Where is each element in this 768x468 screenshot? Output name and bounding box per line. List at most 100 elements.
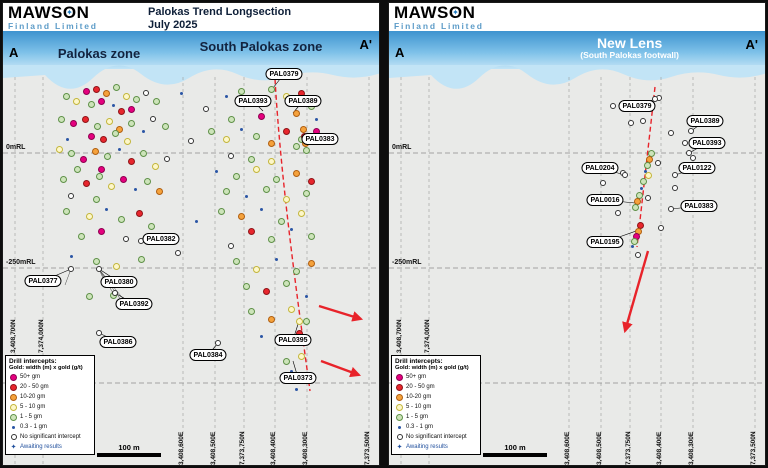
legend-item: No significant intercept: [9, 432, 91, 442]
legend-swatch: [10, 373, 17, 381]
intercept-dot-gold-50plus-gm: [97, 97, 105, 105]
drill-hole-label: PAL0393: [688, 137, 726, 149]
scale-bar-label: 100 m: [118, 443, 140, 452]
legend-swatch: [396, 434, 403, 440]
figure-title-line1: Palokas Trend Longsection: [148, 6, 292, 18]
intercept-dot-gold-0.3-1-gm: [65, 137, 69, 141]
intercept-dot-gold-20-50-gm: [99, 135, 107, 143]
intercept-dot-gold-1-5-gm: [232, 172, 240, 180]
compass-star-icon: ✦: [66, 8, 74, 18]
intercept-dot-gold-1-5-gm: [282, 357, 290, 365]
legend-swatch: [396, 413, 403, 421]
intercept-dot-gold-1-5-gm: [112, 83, 120, 91]
depth-label: 0mRL: [392, 144, 412, 151]
legend-item-label: 50+ gm: [20, 374, 41, 380]
intercept-dot-gold-1-5-gm: [217, 207, 225, 215]
legend-marker: [395, 425, 404, 429]
legend-item-label: 0.3 - 1 gm: [20, 424, 48, 430]
new-lens-title-line2: (South Palokas footwall): [580, 50, 679, 61]
intercept-dot-gold-5-10-gm: [105, 117, 113, 125]
intercept-dot-gold-20-50-gm: [92, 85, 100, 93]
intercept-dot-gold-10-20-gm: [299, 125, 307, 133]
legend-marker: [395, 434, 404, 440]
intercept-dot-no-significant-intercept: [68, 266, 74, 272]
drill-hole-label: PAL0122: [678, 162, 716, 174]
intercept-dot-gold-1-5-gm: [127, 119, 135, 127]
intercept-dot-gold-1-5-gm: [247, 307, 255, 315]
intercept-dot-gold-10-20-gm: [102, 89, 110, 97]
legend-marker: ✦: [395, 444, 404, 451]
awaiting-results-star-icon: ✦: [10, 443, 17, 451]
intercept-dot-gold-0.3-1-gm: [69, 254, 73, 258]
intercept-dot-gold-50plus-gm: [69, 119, 77, 127]
sky-band: [389, 31, 765, 69]
legend-swatch: [10, 403, 17, 411]
legend-item: 10-20 gm: [9, 392, 91, 402]
intercept-dot-gold-5-10-gm: [112, 262, 120, 270]
intercept-dot-gold-0.3-1-gm: [117, 147, 121, 151]
drill-hole-label: PAL0379: [618, 100, 656, 112]
intercept-dot-gold-1-5-gm: [643, 161, 651, 169]
legend-marker: [395, 383, 404, 391]
intercept-dot-gold-50plus-gm: [87, 132, 95, 140]
legend-item: ✦ Awaiting results: [395, 442, 477, 452]
drill-hole-label: PAL0373: [279, 372, 317, 384]
legend-marker: [9, 425, 18, 429]
logo-subtitle: Finland Limited: [394, 21, 484, 31]
legend-swatch: [396, 383, 403, 391]
intercept-dot-no-significant-intercept: [640, 118, 646, 124]
intercept-dot-gold-0.3-1-gm: [259, 334, 263, 338]
intercept-dot-gold-0.3-1-gm: [259, 207, 263, 211]
intercept-dot-gold-5-10-gm: [252, 265, 260, 273]
intercept-dot-gold-1-5-gm: [161, 122, 169, 130]
legend-subtitle: Gold: width (m) x gold (g/t): [395, 365, 469, 371]
intercept-dot-gold-1-5-gm: [87, 100, 95, 108]
intercept-dot-gold-5-10-gm: [55, 145, 63, 153]
intercept-dot-gold-1-5-gm: [272, 175, 280, 183]
intercept-dot-gold-50plus-gm: [257, 112, 265, 120]
intercept-dot-no-significant-intercept: [123, 236, 129, 242]
intercept-dot-gold-5-10-gm: [297, 352, 305, 360]
intercept-dot-gold-20-50-gm: [262, 287, 270, 295]
intercept-dot-gold-1-5-gm: [247, 155, 255, 163]
intercept-dot-gold-10-20-gm: [267, 315, 275, 323]
intercept-dot-gold-1-5-gm: [631, 203, 639, 211]
intercept-dot-gold-0.3-1-gm: [289, 227, 293, 231]
intercept-dot-gold-0.3-1-gm: [214, 169, 218, 173]
grid-coordinate-label: 3,408,400E: [656, 431, 663, 465]
legend-marker: [395, 373, 404, 381]
legend-item-label: Awaiting results: [406, 444, 448, 450]
depth-label: -250mRL: [6, 259, 36, 266]
intercept-dot-gold-50plus-gm: [119, 175, 127, 183]
intercept-dot-gold-1-5-gm: [103, 152, 111, 160]
panel-left: MAWSO ✦ N Finland Limited Palokas Trend Lo…: [2, 2, 380, 466]
intercept-dot-gold-0.3-1-gm: [179, 91, 183, 95]
drill-hole-label: PAL0379: [265, 68, 303, 80]
intercept-dot-gold-1-5-gm: [111, 129, 119, 137]
legend-marker: [395, 393, 404, 401]
depth-label: 0mRL: [6, 144, 26, 151]
legend-item-label: No significant intercept: [406, 434, 467, 440]
logo-wordmark: MAWSO ✦ N: [8, 3, 90, 22]
legend-marker: [9, 413, 18, 421]
panel-header: MAWSO ✦ N Finland Limited Palokas Trend Lo…: [3, 3, 379, 31]
intercept-dot-gold-1-5-gm: [282, 279, 290, 287]
intercept-dot-gold-1-5-gm: [307, 232, 315, 240]
panel-right: MAWSO ✦ N Finland Limited A A' New Lens (S…: [388, 2, 766, 466]
intercept-dot-gold-1-5-gm: [302, 189, 310, 197]
legend-item-label: 20 - 50 gm: [20, 384, 49, 390]
legend-item: 5 - 10 gm: [395, 402, 477, 412]
grid-coordinate-label: 7,373,750N: [239, 431, 246, 465]
intercept-dot-gold-5-10-gm: [151, 162, 159, 170]
intercept-dot-no-significant-intercept: [658, 225, 664, 231]
intercept-dot-no-significant-intercept: [645, 195, 651, 201]
intercept-dot-gold-20-50-gm: [127, 157, 135, 165]
legend-marker: [395, 403, 404, 411]
grid-coordinate-label: 3,408,600E: [178, 431, 185, 465]
intercept-dot-no-significant-intercept: [112, 290, 118, 296]
legend-item: 50+ gm: [9, 372, 91, 382]
legend-item-label: 1 - 5 gm: [406, 414, 429, 420]
intercept-dot-gold-5-10-gm: [85, 212, 93, 220]
grid-coordinate-label: 3,408,500E: [596, 431, 603, 465]
